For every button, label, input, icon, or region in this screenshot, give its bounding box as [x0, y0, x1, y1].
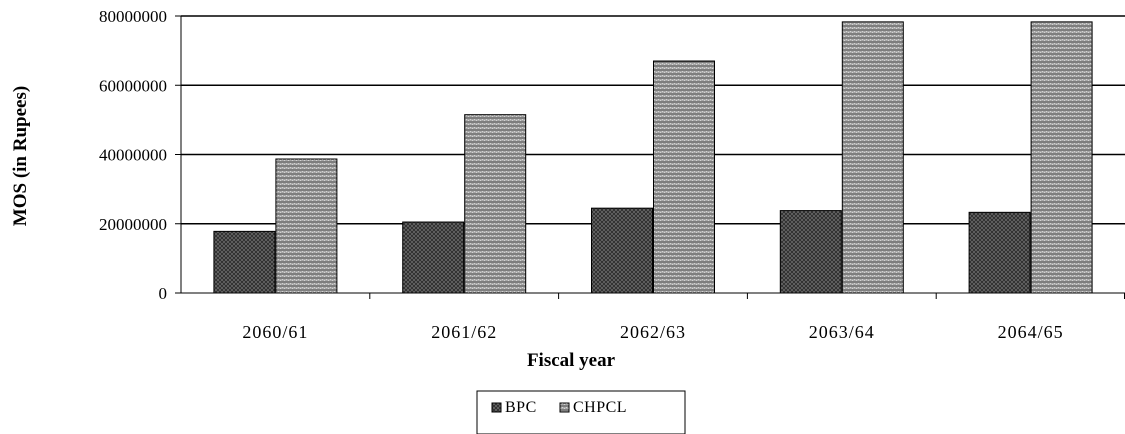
- y-tick-label: 40000000: [99, 146, 167, 165]
- legend-label-bpc: BPC: [505, 399, 537, 416]
- bar-chpcl: [464, 114, 527, 294]
- bar-chpcl: [1030, 21, 1093, 294]
- legend-swatch-bpc: [491, 402, 502, 413]
- x-axis-title: Fiscal year: [527, 350, 616, 371]
- bar-bpc: [213, 230, 276, 294]
- legend-swatch-chpcl: [559, 402, 570, 413]
- legend-label-chpcl: CHPCL: [573, 399, 627, 416]
- bar-bpc: [779, 210, 842, 294]
- y-tick-label: 60000000: [99, 76, 167, 95]
- bar-chpcl: [841, 21, 904, 294]
- bar-chpcl: [653, 60, 715, 294]
- x-axis-ticks: 2060/61 2061/62 2062/63 2063/64 2064/65: [242, 293, 1125, 342]
- bar-bpc: [402, 221, 465, 294]
- x-tick-label: 2060/61: [242, 322, 308, 342]
- y-axis-title: MOS (in Rupees): [10, 86, 31, 226]
- legend-box: [476, 390, 686, 434]
- x-tick-label: 2064/65: [998, 322, 1064, 342]
- bar-bpc: [968, 211, 1031, 294]
- y-axis-ticks: 0 20000000 40000000 60000000 80000000: [99, 7, 181, 303]
- y-tick-label: 80000000: [99, 7, 167, 26]
- x-tick-label: 2062/63: [620, 322, 686, 342]
- bars: [213, 21, 1093, 294]
- y-tick-label: 20000000: [99, 215, 167, 234]
- x-tick-label: 2061/62: [431, 322, 497, 342]
- y-tick-label: 0: [159, 284, 168, 303]
- x-tick-label: 2063/64: [809, 322, 875, 342]
- bar-chpcl: [275, 158, 338, 294]
- axes: [180, 16, 1125, 294]
- bar-bpc: [591, 207, 653, 294]
- legend: BPC CHPCL: [476, 390, 686, 434]
